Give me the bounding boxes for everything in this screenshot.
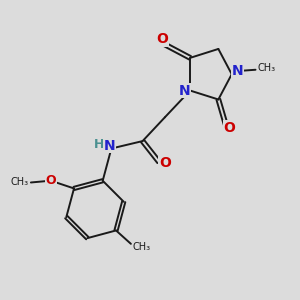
Text: CH₃: CH₃ bbox=[11, 178, 28, 188]
Text: CH₃: CH₃ bbox=[258, 63, 276, 73]
Text: N: N bbox=[104, 139, 116, 152]
Text: O: O bbox=[46, 174, 56, 187]
Text: CH₃: CH₃ bbox=[133, 242, 151, 252]
Text: N: N bbox=[232, 64, 244, 78]
Text: O: O bbox=[224, 121, 235, 135]
Text: O: O bbox=[157, 32, 168, 46]
Text: H: H bbox=[94, 138, 104, 152]
Text: O: O bbox=[159, 156, 171, 170]
Text: N: N bbox=[179, 84, 190, 98]
